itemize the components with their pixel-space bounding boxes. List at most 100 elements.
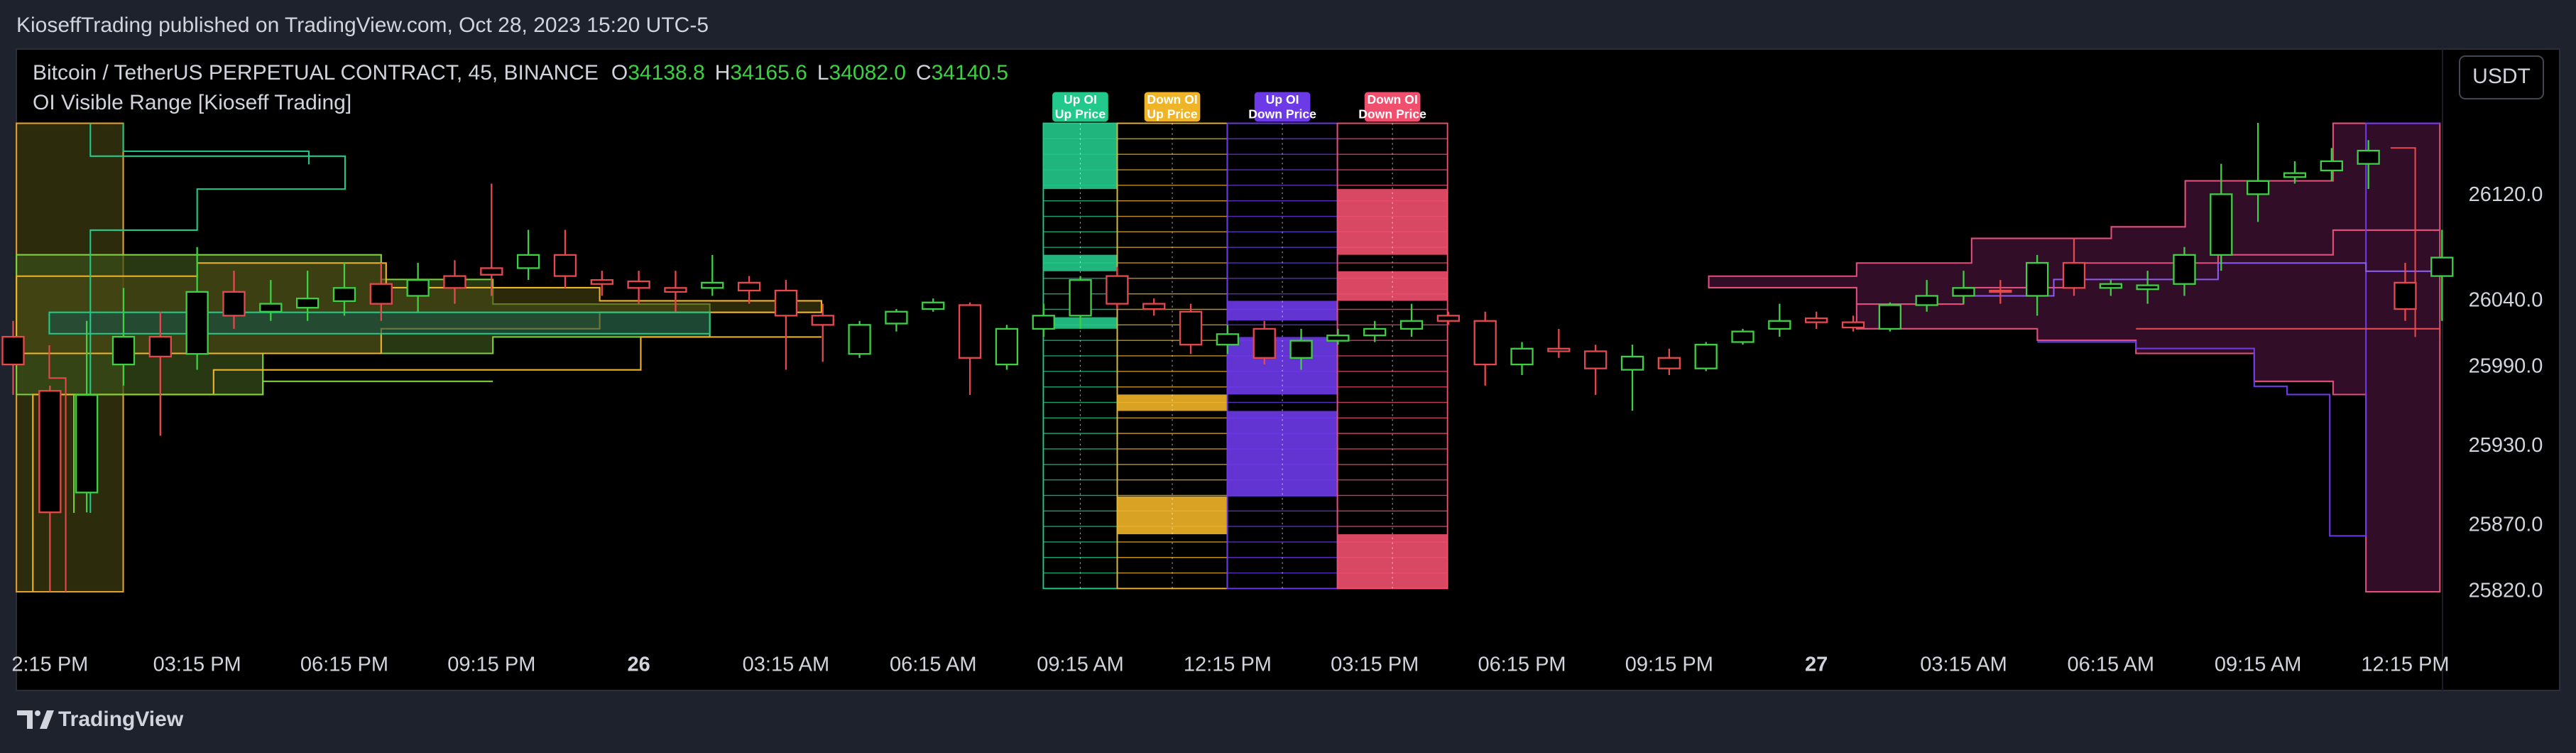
x-tick-label: 27 [1805,654,1828,676]
candle-body [443,275,466,289]
currency-label: USDT [2472,65,2531,88]
y-tick-label: 25990.0 [2469,354,2543,377]
candle-body [1841,321,1865,329]
candle-body [1805,317,1828,323]
oi-badge-line2: Up Price [1055,107,1106,121]
plot [1,123,2454,592]
profile-outline [2037,122,2440,537]
candle-body [958,304,982,359]
candle-body [737,281,761,292]
x-tick-label: 09:15 PM [1625,654,1713,676]
profile-area [1708,122,2441,593]
candle-body [664,287,687,293]
candle-body [627,280,650,289]
profile-outline [73,380,493,513]
candle-body [1768,320,1791,330]
candle-body [1436,315,1461,322]
ohlc-value: 34138.8 [628,61,704,85]
candle-body [2025,261,2049,297]
profile-outline [32,336,822,592]
candle-body [2430,256,2454,277]
x-tick-label: 06:15 PM [1478,654,1566,676]
candle-body [2320,160,2343,172]
ohlc-key: O [611,61,628,85]
candle-body [2283,172,2307,178]
indicator-name: OI Visible Range [Kioseff Trading] [33,91,351,114]
candle-body [1106,275,1129,305]
logo-mark [35,710,40,716]
candle-body [1399,320,1424,330]
ohlc-value: 34082.0 [829,61,906,85]
x-tick-label: 2:15 PM [11,654,88,676]
oi-badge [1364,92,1421,122]
candle-body [1473,320,1497,366]
candle-body [1032,315,1055,330]
candle-body [701,281,724,289]
oi-badge [1254,92,1311,122]
candle-body [185,291,209,355]
candle-body [480,267,503,276]
candle-body [1289,340,1313,359]
oi-badge-line2: Down Price [1358,107,1426,121]
profile-outline [89,123,346,513]
x-tick-label: 12:15 PM [1184,654,1272,676]
candle-body [38,390,62,514]
candle-body [922,301,945,310]
oi-badge-line1: Down OI [1367,92,1417,107]
x-tick-label: 03:15 AM [1920,654,2007,676]
profile-outline [2136,327,2441,337]
candle-body [1952,287,1975,297]
y-tick-label: 26120.0 [2469,183,2543,206]
candle-body [1510,347,1534,366]
x-tick-label: 09:15 PM [447,654,535,676]
logo-mark [40,710,54,729]
candle-body [811,315,834,326]
oi-badge-line2: Up Price [1147,107,1198,121]
candle-body [1326,335,1350,342]
oi-badge [1144,92,1201,122]
right-profile [1708,122,2441,593]
candle-body [1731,330,1754,343]
candle-body [1,335,25,366]
symbol-name: Bitcoin / TetherUS PERPETUAL CONTRACT, 4… [33,61,599,85]
x-tick-label: 03:15 PM [1331,654,1419,676]
left-profile [16,122,823,593]
profile-outline [122,123,310,165]
candle-body [2062,261,2086,289]
candle-body [848,324,871,355]
x-tick-label: 03:15 PM [153,654,241,676]
ohlc-key: H [715,61,731,85]
ohlc-value: 34165.6 [730,61,807,85]
footer-brand: TradingView [58,708,184,731]
x-tick-label: 26 [627,654,650,676]
candle-body [885,310,908,325]
oi-badge [1052,92,1108,122]
candle-body [516,254,540,269]
x-tick-label: 03:15 AM [743,654,830,676]
candle-body [553,254,577,277]
candle-body [2210,193,2233,256]
candle-body [1179,310,1203,346]
oi-badge-line1: Down OI [1147,92,1197,107]
candle-body [1547,347,1571,352]
candle-body [222,291,246,317]
candle-body [1363,327,1387,337]
x-tick-label: 06:15 AM [2068,654,2155,676]
candle-body [295,298,320,309]
profile-outline [48,345,67,592]
candle-body [995,327,1019,366]
candle-body [1878,304,1901,330]
candle-body [2099,283,2122,289]
candle-body [2136,284,2159,291]
oi-badge-line1: Up OI [1064,92,1097,107]
publish-header: KioseffTrading published on TradingView.… [16,13,709,37]
candle-body [1069,279,1092,317]
x-tick-label: 06:15 PM [300,654,388,676]
candle-body [1657,357,1681,369]
candle-body [369,283,393,305]
candle-body [1252,327,1276,359]
currency-button[interactable] [2459,55,2544,99]
profile-outline [1963,262,2440,297]
